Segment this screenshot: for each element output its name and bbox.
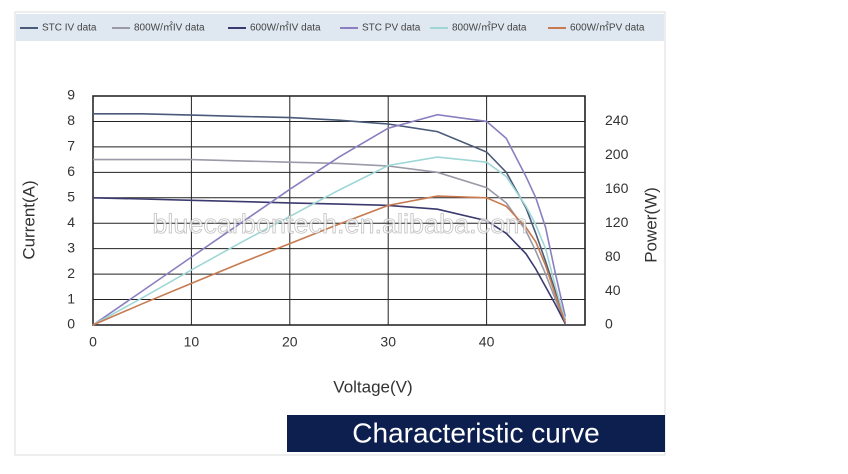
series-line: [92, 197, 567, 325]
y-tick-label: 6: [67, 163, 75, 179]
y2-tick-label: 40: [605, 282, 621, 298]
y-tick-label: 5: [67, 188, 75, 204]
y2-axis-label: Power(W): [641, 187, 660, 263]
legend-label: 600W/㎡IV data: [250, 22, 321, 34]
x-tick-label: 20: [282, 334, 298, 350]
banner: Characteristic curve: [352, 417, 599, 448]
y-tick-label: 4: [67, 214, 75, 230]
y-tick-label: 8: [67, 112, 75, 128]
legend-label: STC PV data: [362, 23, 421, 34]
watermark: bluecarbontech.en.alibaba.com: [152, 209, 527, 239]
series-line: [92, 156, 567, 326]
frame: [14, 11, 666, 456]
legend-label: 800W/㎡PV data: [452, 22, 527, 34]
x-tick-label: 30: [380, 334, 396, 350]
y-axis-label: Current(A): [19, 180, 38, 259]
series-line: [93, 158, 567, 323]
y2-tick-label: 80: [605, 248, 621, 264]
y2-tick-label: 240: [605, 112, 629, 128]
y-tick-label: 0: [67, 316, 75, 332]
y2-tick-label: 160: [605, 180, 629, 196]
y2-tick-label: 120: [605, 214, 629, 230]
series-line: [93, 113, 567, 321]
legend-label: STC IV data: [42, 23, 97, 34]
y2-tick-label: 200: [605, 146, 629, 162]
x-tick-label: 0: [89, 334, 97, 350]
y2-tick-label: 0: [605, 316, 613, 332]
y-tick-label: 1: [67, 290, 75, 306]
y-tick-label: 3: [67, 239, 75, 255]
banner-box: [287, 415, 665, 452]
x-tick-label: 40: [479, 334, 495, 350]
x-tick-label: 10: [184, 334, 200, 350]
legend-label: 800W/㎡IV data: [134, 22, 205, 34]
series-line: [92, 195, 567, 326]
y-tick-label: 7: [67, 138, 75, 154]
y-tick-label: 9: [67, 87, 75, 103]
x-axis-label: Voltage(V): [333, 377, 412, 396]
y-tick-label: 2: [67, 265, 75, 281]
series-line: [92, 113, 567, 326]
legend-label: 600W/㎡PV data: [570, 22, 645, 34]
